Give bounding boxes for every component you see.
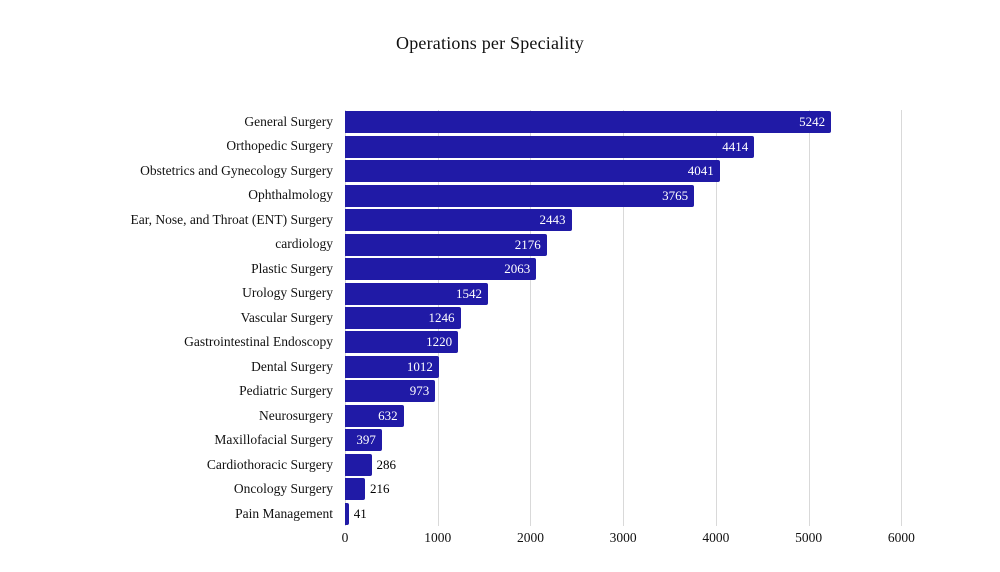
x-tick-label: 5000: [795, 530, 823, 545]
category-label: cardiology: [275, 236, 333, 252]
value-label: 397: [356, 432, 376, 448]
value-label: 1542: [455, 285, 482, 301]
x-axis: 0 1000 2000 3000 4000 5000 6000: [341, 530, 957, 550]
bar: [345, 429, 382, 452]
value-label: 1012: [406, 358, 433, 374]
category-label: Cardiothoracic Surgery: [206, 456, 333, 472]
value-label: 1246: [428, 310, 455, 325]
x-tick-label: 2000: [516, 530, 544, 545]
category-label: General Surgery: [244, 114, 333, 129]
bar: [345, 184, 695, 207]
category-label: Vascular Surgery: [240, 309, 333, 325]
category-label: Maxillofacial Surgery: [214, 432, 333, 448]
category-label: Orthopedic Surgery: [226, 138, 333, 154]
bar: [345, 502, 349, 525]
category-label: Gastrointestinal Endoscopy: [184, 334, 333, 350]
x-tick-label: 6000: [887, 530, 915, 545]
bar: [345, 135, 755, 158]
value-label: 5242: [799, 114, 826, 130]
bar: [345, 209, 572, 232]
bar: [345, 380, 436, 403]
value-label: 2443: [539, 212, 566, 228]
plot-area: 5242 4414 4041 3765 2443 2176 2063 1542 1246 1220…: [345, 110, 957, 526]
value-label: 973: [409, 383, 430, 399]
bar: [345, 307, 461, 329]
bar: [345, 258, 537, 281]
gridline: [901, 110, 903, 526]
category-label: Obstetrics and Gynecology Surgery: [140, 162, 333, 178]
value-label: 2176: [514, 236, 541, 252]
category-label: Oncology Surgery: [233, 481, 333, 497]
value-label: 1220: [426, 334, 453, 350]
category-label: Urology Surgery: [242, 285, 333, 301]
category-label: Plastic Surgery: [251, 260, 333, 276]
value-label: 4414: [722, 138, 749, 154]
gridline: [808, 110, 810, 526]
value-label: 3765: [662, 187, 689, 203]
bar: [345, 282, 488, 305]
bar: [345, 478, 366, 501]
category-label: Pediatric Surgery: [239, 383, 333, 399]
category-label: Ear, Nose, and Throat (ENT) Surgery: [130, 211, 333, 227]
value-label: 216: [370, 481, 390, 497]
value-label: 41: [353, 505, 367, 521]
bar: [345, 233, 547, 256]
x-tick-label: 4000: [702, 530, 730, 545]
bar: [345, 160, 720, 183]
gridline: [623, 110, 625, 526]
value-label: 4041: [687, 163, 714, 179]
category-label: Pain Management: [235, 505, 333, 521]
gridline: [715, 110, 717, 526]
x-tick-label: 3000: [609, 530, 637, 545]
chart-title: Operations per Speciality: [396, 33, 584, 53]
gridline: [530, 110, 532, 526]
x-tick-label: 0: [341, 530, 349, 545]
bar: [345, 355, 439, 378]
x-tick-label: 1000: [424, 530, 452, 545]
bar: [345, 453, 372, 476]
value-label: 632: [378, 407, 398, 423]
bar: [345, 331, 459, 354]
bar: [345, 111, 832, 134]
category-label: Ophthalmology: [248, 187, 333, 203]
value-label: 286: [376, 456, 397, 472]
bar: [345, 404, 404, 427]
category-label: Neurosurgery: [259, 407, 333, 423]
value-label: 2063: [504, 261, 531, 277]
category-label: Dental Surgery: [251, 358, 333, 374]
